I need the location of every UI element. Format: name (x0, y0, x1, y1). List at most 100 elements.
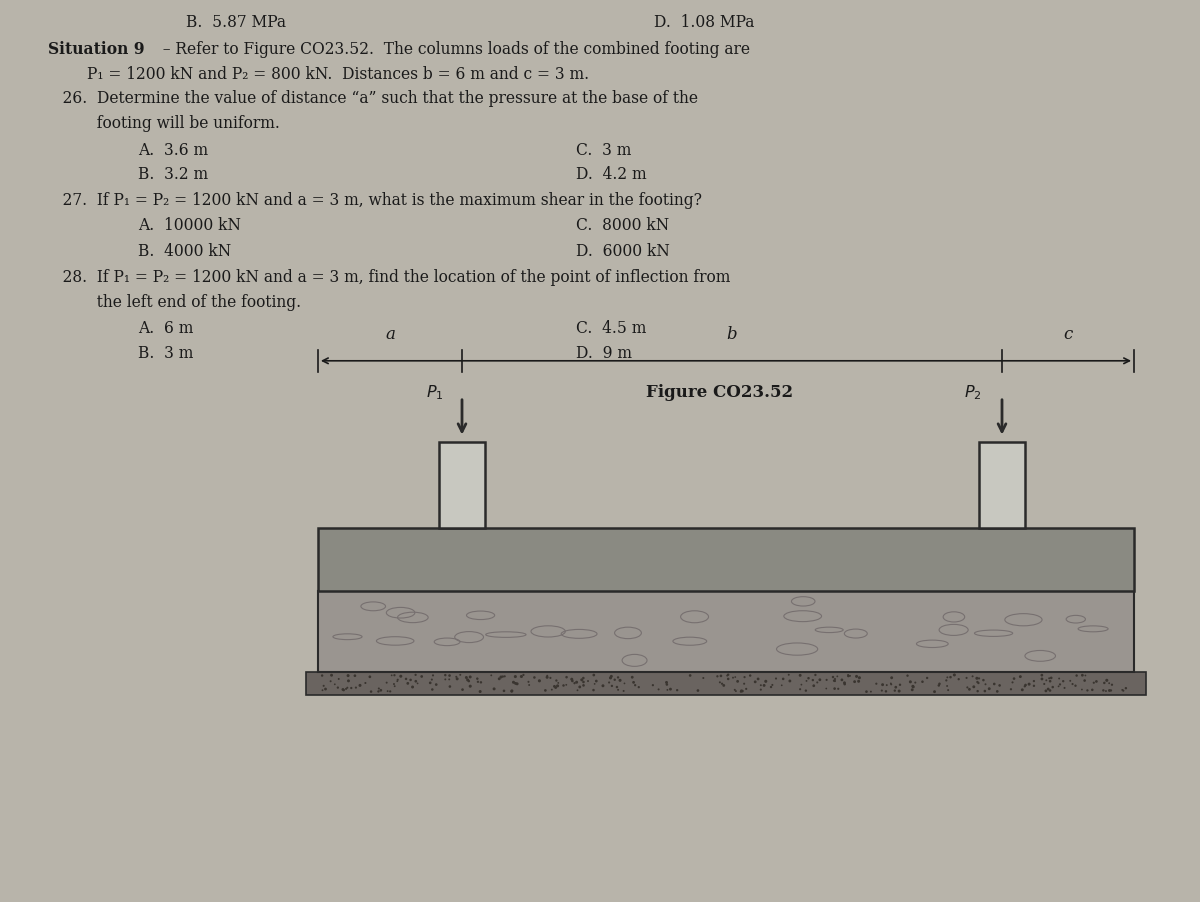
Point (385, 668, 404, 683)
Point (791, 682, 810, 696)
Point (338, 668, 358, 683)
Bar (318, 591, 1134, 672)
Point (584, 667, 604, 682)
Point (485, 682, 504, 696)
Point (733, 684, 752, 698)
Point (1050, 677, 1069, 692)
Point (1037, 673, 1056, 687)
Point (625, 678, 644, 693)
Point (546, 680, 565, 695)
Point (850, 674, 869, 688)
Point (866, 676, 886, 691)
Point (833, 673, 852, 687)
Point (470, 685, 490, 699)
Bar (439, 442, 485, 528)
Point (1097, 684, 1116, 698)
Point (380, 684, 400, 698)
Point (1073, 668, 1092, 683)
Point (1075, 673, 1094, 687)
Point (968, 675, 988, 689)
Text: $P_2$: $P_2$ (964, 383, 982, 401)
Bar (318, 528, 1134, 591)
Point (336, 682, 355, 696)
Point (629, 680, 648, 695)
Point (338, 674, 358, 688)
Point (608, 683, 628, 697)
Point (578, 674, 598, 688)
Point (925, 685, 944, 699)
Point (941, 670, 960, 685)
Point (382, 668, 401, 683)
Point (751, 678, 770, 693)
Point (808, 676, 827, 690)
Point (607, 680, 626, 695)
Point (845, 675, 864, 689)
Point (829, 682, 848, 696)
Text: b: b (727, 326, 737, 343)
Point (877, 678, 896, 693)
Text: P₁ = 1200 kN and P₂ = 800 kN.  Distances b = 6 m and c = 3 m.: P₁ = 1200 kN and P₂ = 800 kN. Distances … (48, 66, 589, 83)
Point (334, 683, 353, 697)
Point (792, 677, 811, 692)
Point (1001, 682, 1020, 696)
Point (823, 670, 842, 685)
Point (518, 675, 538, 689)
Point (427, 677, 446, 692)
Point (970, 671, 989, 686)
Point (797, 674, 816, 688)
Point (1050, 671, 1069, 686)
Point (964, 679, 983, 694)
Point (806, 667, 826, 682)
Point (468, 675, 487, 689)
Point (1076, 668, 1096, 683)
Point (960, 682, 979, 696)
Point (726, 670, 745, 685)
Point (803, 673, 822, 687)
Point (968, 676, 988, 690)
Point (586, 676, 605, 691)
Point (724, 670, 743, 685)
Point (949, 672, 968, 686)
Point (1015, 679, 1034, 694)
Point (904, 680, 923, 695)
Point (988, 685, 1007, 699)
Point (732, 684, 751, 698)
Point (1016, 677, 1036, 692)
Point (882, 677, 901, 692)
Point (968, 684, 988, 698)
Point (906, 676, 925, 690)
Point (481, 668, 500, 683)
Point (538, 668, 557, 683)
Point (608, 670, 628, 685)
Point (840, 668, 859, 683)
Point (342, 681, 361, 695)
Point (407, 674, 426, 688)
Point (839, 667, 858, 682)
Point (1003, 676, 1022, 690)
Point (1039, 671, 1058, 686)
Point (361, 685, 380, 699)
Point (370, 681, 389, 695)
Point (422, 682, 442, 696)
Point (728, 674, 748, 688)
Point (1093, 683, 1112, 697)
Point (1066, 678, 1085, 693)
Point (1087, 674, 1106, 688)
Point (937, 679, 956, 694)
Point (439, 672, 458, 686)
Point (962, 669, 982, 684)
Point (424, 668, 443, 683)
Point (1010, 669, 1030, 684)
Point (1102, 683, 1121, 697)
Text: B.  5.87 MPa: B. 5.87 MPa (186, 14, 286, 31)
Point (452, 683, 472, 697)
Point (937, 670, 956, 685)
Point (643, 678, 662, 693)
Point (545, 679, 564, 694)
Point (826, 672, 845, 686)
Point (422, 672, 442, 686)
Point (316, 682, 335, 696)
Point (876, 684, 895, 698)
Point (584, 683, 604, 697)
Point (689, 684, 708, 698)
